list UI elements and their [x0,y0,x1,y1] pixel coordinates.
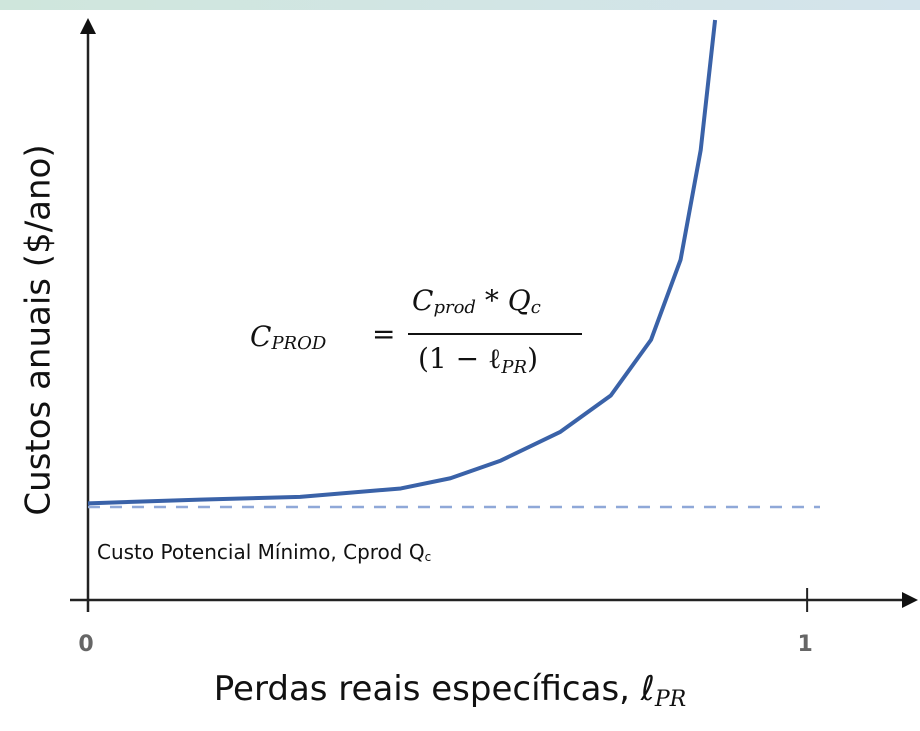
formula-num: Cprod * Qc [412,284,541,319]
x-tick-label: 1 [797,632,812,657]
formula: CPROD = Cprod * Qc (1 − ℓPR) [250,284,582,379]
y-axis-label: Custos anuais ($/ano) [19,144,59,515]
formula-eq: = [372,318,395,351]
top-band [0,0,920,10]
formula-den: (1 − ℓPR) [418,342,538,379]
curve [87,19,718,506]
y-axis-arrow [80,18,96,34]
x-axis-arrow [902,592,918,608]
x-axis-label: Perdas reais específicas, ℓPR [214,669,686,713]
reference-label: Custo Potencial Mínimo, Cprod Qc [97,540,431,564]
formula-lhs: CPROD [250,320,327,355]
x-tick-label: 0 [78,632,93,657]
